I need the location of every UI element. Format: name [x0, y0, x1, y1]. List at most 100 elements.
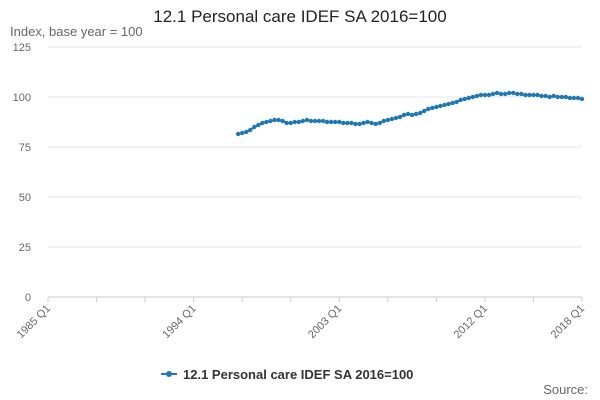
- data-point[interactable]: [523, 92, 528, 98]
- data-point[interactable]: [389, 116, 395, 122]
- data-point[interactable]: [248, 127, 253, 133]
- source-note: Source:: [543, 382, 588, 397]
- data-point[interactable]: [454, 99, 459, 105]
- data-point[interactable]: [511, 90, 516, 96]
- data-point[interactable]: [288, 120, 293, 126]
- data-point[interactable]: [413, 111, 419, 117]
- data-point[interactable]: [393, 115, 399, 121]
- data-point[interactable]: [316, 118, 322, 124]
- data-point[interactable]: [405, 111, 411, 117]
- legend[interactable]: 12.1 Personal care IDEF SA 2016=100: [161, 367, 413, 382]
- data-point[interactable]: [357, 121, 362, 127]
- data-point[interactable]: [446, 101, 451, 107]
- data-point[interactable]: [506, 90, 512, 96]
- data-point[interactable]: [280, 118, 285, 124]
- data-point[interactable]: [434, 104, 439, 110]
- data-point[interactable]: [559, 94, 564, 100]
- y-tick-label: 75: [19, 142, 31, 154]
- data-point[interactable]: [296, 119, 302, 125]
- data-point[interactable]: [474, 93, 480, 99]
- data-point[interactable]: [252, 124, 257, 130]
- series-layer: [235, 90, 585, 137]
- data-point[interactable]: [426, 106, 431, 112]
- data-point[interactable]: [268, 118, 273, 124]
- data-point[interactable]: [349, 120, 354, 126]
- data-point[interactable]: [527, 92, 532, 98]
- data-point[interactable]: [284, 120, 289, 126]
- data-point[interactable]: [381, 118, 386, 124]
- data-point[interactable]: [341, 120, 346, 126]
- data-point[interactable]: [462, 96, 467, 102]
- legend-label: 12.1 Personal care IDEF SA 2016=100: [183, 367, 413, 382]
- data-point[interactable]: [320, 118, 326, 124]
- axes: 0 25 50 75 100 125 1985 Q1 1994 Q1 2003 Q1 2012 Q…: [13, 42, 587, 341]
- data-point[interactable]: [324, 119, 330, 125]
- y-tick-label: 125: [13, 42, 31, 54]
- data-point[interactable]: [442, 102, 447, 108]
- data-point[interactable]: [308, 118, 314, 124]
- data-point[interactable]: [385, 117, 391, 123]
- data-point[interactable]: [373, 121, 378, 127]
- data-point[interactable]: [345, 120, 350, 126]
- data-point[interactable]: [353, 121, 358, 127]
- x-tick-label: 2012 Q1: [452, 303, 490, 341]
- data-point[interactable]: [430, 105, 435, 111]
- y-tick-label: 25: [19, 242, 31, 254]
- data-point[interactable]: [239, 130, 245, 136]
- data-point[interactable]: [377, 120, 382, 126]
- data-point[interactable]: [458, 97, 463, 103]
- data-point[interactable]: [244, 129, 249, 135]
- data-point[interactable]: [312, 118, 318, 124]
- data-point[interactable]: [531, 92, 536, 98]
- data-point[interactable]: [292, 119, 297, 125]
- data-point[interactable]: [260, 120, 265, 126]
- data-point[interactable]: [486, 92, 492, 98]
- y-tick-label: 100: [13, 92, 31, 104]
- data-point[interactable]: [575, 95, 581, 101]
- data-point[interactable]: [300, 118, 306, 124]
- data-point[interactable]: [567, 95, 573, 101]
- data-point[interactable]: [256, 122, 261, 128]
- data-point[interactable]: [304, 117, 310, 123]
- data-point[interactable]: [337, 119, 342, 125]
- data-point[interactable]: [535, 92, 540, 98]
- data-point[interactable]: [571, 95, 577, 101]
- data-point[interactable]: [551, 93, 556, 99]
- data-point[interactable]: [272, 117, 277, 123]
- data-point[interactable]: [490, 91, 496, 97]
- data-point[interactable]: [401, 112, 407, 118]
- data-point[interactable]: [482, 92, 488, 98]
- x-tick-label: 1985 Q1: [15, 303, 53, 341]
- data-point[interactable]: [397, 114, 403, 120]
- data-point[interactable]: [470, 94, 475, 100]
- data-point[interactable]: [276, 117, 281, 123]
- data-point[interactable]: [555, 94, 560, 100]
- data-point[interactable]: [547, 94, 552, 100]
- x-tick-label: 1994 Q1: [160, 303, 198, 341]
- data-point[interactable]: [466, 95, 471, 101]
- data-point[interactable]: [579, 96, 585, 102]
- data-point[interactable]: [333, 119, 338, 125]
- data-point[interactable]: [502, 91, 508, 97]
- data-point[interactable]: [328, 119, 334, 125]
- data-point[interactable]: [498, 91, 504, 97]
- data-point[interactable]: [235, 131, 241, 137]
- data-point[interactable]: [450, 100, 455, 106]
- data-point[interactable]: [539, 93, 544, 99]
- data-point[interactable]: [365, 119, 370, 125]
- data-point[interactable]: [422, 108, 427, 114]
- data-point[interactable]: [361, 120, 366, 126]
- data-point[interactable]: [494, 90, 500, 96]
- data-point[interactable]: [543, 93, 548, 99]
- data-point[interactable]: [264, 119, 269, 125]
- y-tick-label: 50: [19, 192, 31, 204]
- data-point[interactable]: [417, 110, 423, 116]
- data-point[interactable]: [409, 112, 415, 118]
- data-point[interactable]: [369, 120, 374, 126]
- data-point[interactable]: [563, 94, 569, 100]
- data-point[interactable]: [515, 91, 520, 97]
- data-point[interactable]: [478, 92, 484, 98]
- data-point[interactable]: [438, 103, 443, 109]
- data-point[interactable]: [519, 91, 524, 97]
